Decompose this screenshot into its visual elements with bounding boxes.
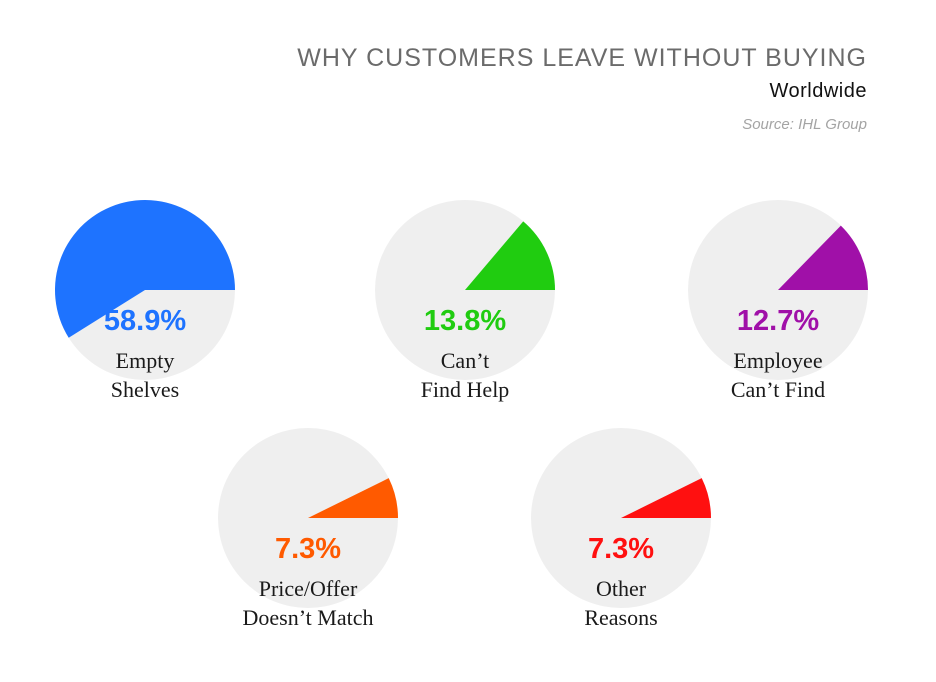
pie-cant-find-help: 13.8% Can’t Find Help	[375, 200, 555, 402]
pie-category-label-line: Find Help	[420, 377, 510, 402]
chart-subtitle: Worldwide	[769, 80, 867, 102]
pie-category-label-line: Employee	[733, 348, 823, 373]
pie-value-label: 13.8%	[423, 305, 507, 337]
pie-svg	[531, 428, 711, 608]
pie-value-label: 7.3%	[587, 533, 655, 565]
pie-slice	[55, 200, 235, 338]
pie-category-label: Employee Can’t Find	[668, 346, 888, 404]
pie-category-label-line: Reasons	[584, 605, 658, 630]
pie-category-label: Can’t Find Help	[355, 346, 575, 404]
pie-category-label-line: Can’t	[440, 348, 490, 373]
pie-price-offer-mismatch: 7.3% Price/Offer Doesn’t Match	[218, 428, 398, 630]
pie-value-label: 12.7%	[736, 305, 820, 337]
pie-category-label: Price/Offer Doesn’t Match	[198, 574, 418, 632]
pie-svg	[55, 200, 235, 380]
pie-category-label: Other Reasons	[511, 574, 731, 632]
pie-category-label-line: Price/Offer	[258, 576, 358, 601]
pie-employee-cant-find: 12.7% Employee Can’t Find	[688, 200, 868, 402]
pie-category-label-line: Empty	[115, 348, 175, 373]
pie-category-label-line: Shelves	[110, 377, 180, 402]
pie-category-label-line: Other	[595, 576, 647, 601]
chart-title: WHY CUSTOMERS LEAVE WITHOUT BUYING	[297, 44, 867, 72]
pie-category-label: Empty Shelves	[35, 346, 255, 404]
pie-value-label: 58.9%	[103, 305, 187, 337]
pie-value-label: 7.3%	[274, 533, 342, 565]
pie-category-label-line: Can’t Find	[730, 377, 826, 402]
pie-slice	[465, 221, 555, 290]
chart-source: Source: IHL Group	[742, 116, 867, 133]
pie-empty-shelves: 58.9% Empty Shelves	[55, 200, 235, 402]
pie-slice	[621, 478, 711, 518]
pie-slice	[778, 225, 868, 290]
pie-other-reasons: 7.3% Other Reasons	[531, 428, 711, 630]
pie-svg	[375, 200, 555, 380]
pie-svg	[218, 428, 398, 608]
pie-svg	[688, 200, 868, 380]
pie-slice	[308, 478, 398, 518]
pie-category-label-line: Doesn’t Match	[242, 605, 374, 630]
